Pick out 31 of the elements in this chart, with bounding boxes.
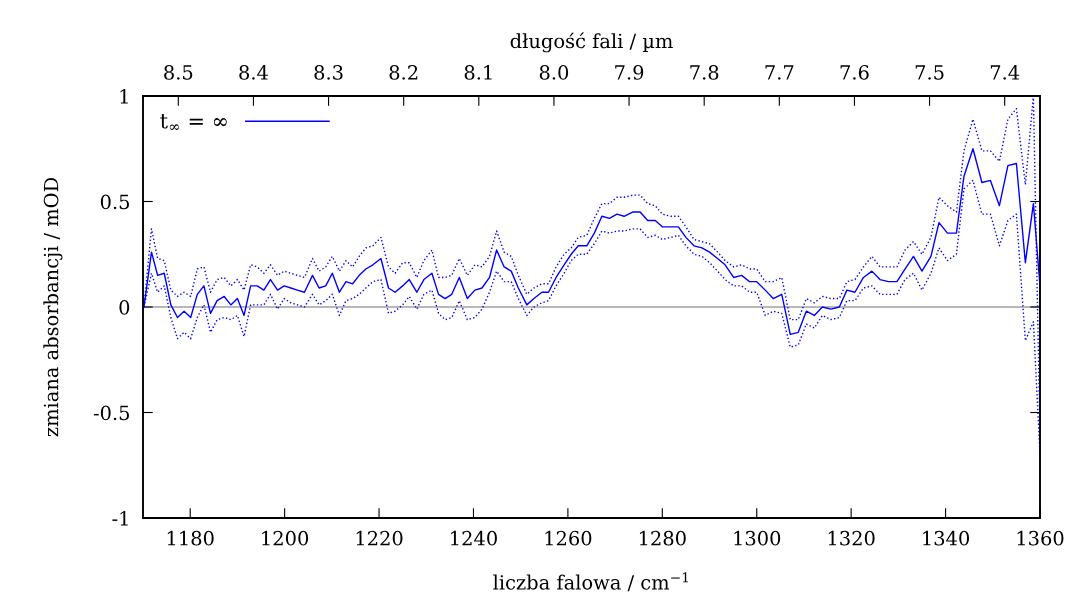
x-tick-label: 1260 (545, 530, 592, 546)
x-axis-title: liczba falowa / cm$^{−1}$ (493, 572, 688, 592)
x2-tick-label: 8.4 (239, 65, 268, 80)
y-axis-title: zmiana absorbancji / mOD (43, 177, 63, 437)
x-tick-label: 1280 (639, 530, 686, 546)
x2-tick-label: 8.3 (314, 65, 343, 80)
y-tick-label: -0.5 (93, 405, 129, 421)
x2-tick-label: 8.2 (389, 65, 418, 80)
x2-tick-label: 7.5 (915, 65, 944, 80)
y-tick-label: 0.5 (100, 194, 129, 210)
x-tick-label: 1180 (167, 530, 214, 546)
x2-tick-label: 7.9 (615, 65, 644, 80)
x2-tick-label: 7.4 (990, 65, 1020, 80)
y-tick-label: 0 (119, 299, 130, 315)
x-tick-label: 1200 (262, 530, 309, 546)
y-tick-label: 1 (120, 88, 128, 104)
x2-tick-label: 7.7 (765, 65, 794, 80)
x-tick-label: 1320 (828, 530, 875, 546)
x2-tick-label: 8.1 (464, 65, 492, 80)
x-tick-label: 1300 (734, 530, 781, 546)
x-tick-label: 1360 (1017, 530, 1064, 546)
x-tick-label: 1240 (451, 530, 497, 546)
x-tick-label: 1340 (923, 530, 970, 546)
x-tick-label: 1220 (356, 530, 403, 546)
x2-axis-title: długość fali / µm (510, 32, 673, 53)
x2-tick-label: 8.0 (539, 65, 569, 80)
x2-tick-label: 7.6 (840, 65, 869, 80)
legend-label: t$_{∞}$ = ∞ (160, 114, 227, 130)
x2-tick-label: 7.8 (690, 65, 719, 80)
x2-tick-label: 8.5 (164, 65, 193, 80)
y-tick-label: -1 (112, 510, 128, 526)
